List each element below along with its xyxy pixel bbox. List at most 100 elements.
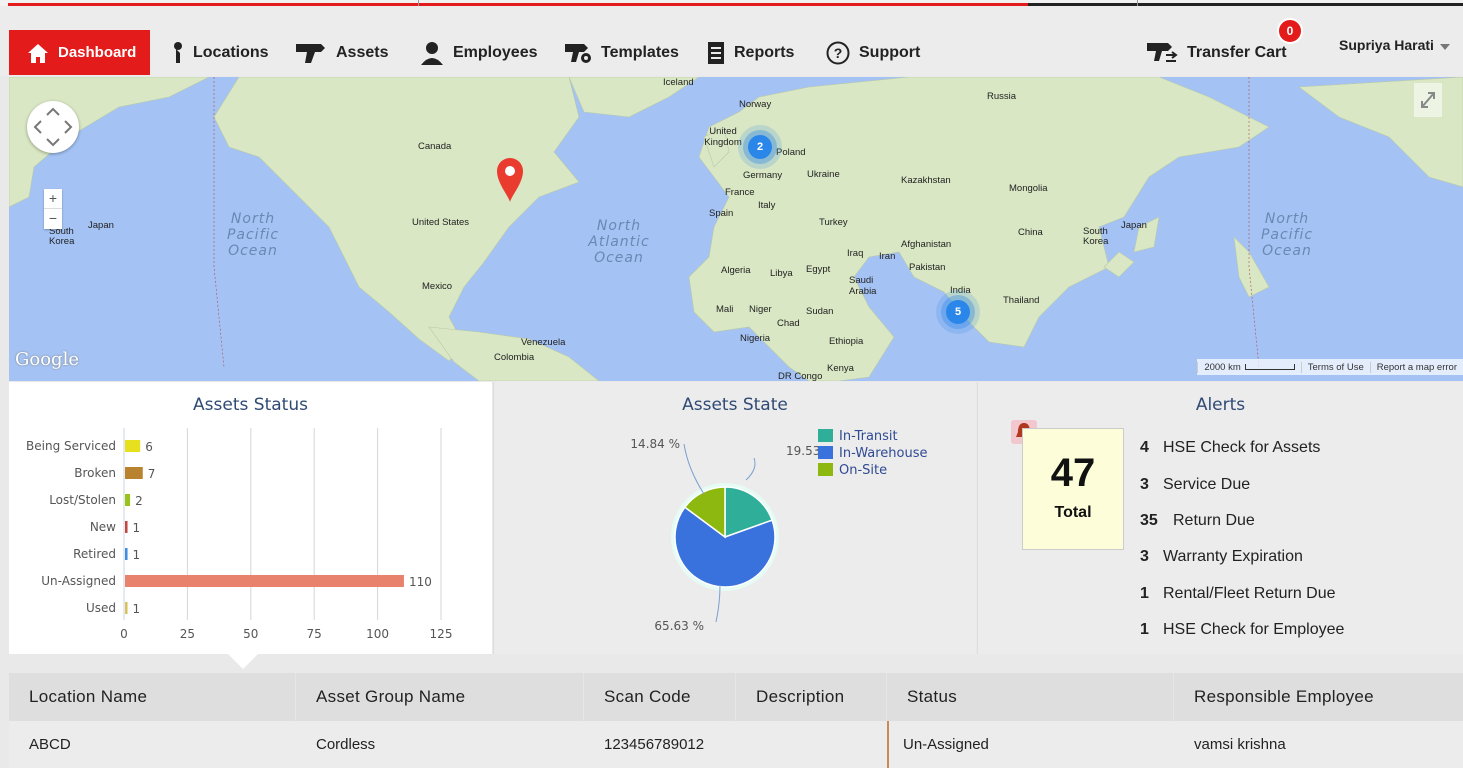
col-location-name[interactable]: Location Name — [9, 673, 296, 721]
assets-status-panel: Assets Status 0 25 50 75 100 125 Being Service… — [9, 382, 492, 654]
col-asset-group-name[interactable]: Asset Group Name — [296, 673, 584, 721]
cell-scan-code: 123456789012 — [604, 736, 705, 753]
table-row[interactable]: ABCD Cordless 123456789012 Un-Assigned v… — [9, 721, 1463, 768]
map-label-italy: Italy — [758, 200, 776, 211]
map-label-mexico: Mexico — [422, 281, 453, 292]
nav-locations[interactable]: Locations — [170, 30, 269, 75]
zoom-out-button[interactable]: − — [44, 208, 62, 228]
map-cluster-europe[interactable]: 2 — [748, 135, 772, 159]
alert-item[interactable]: 3 Warranty Expiration — [1140, 539, 1344, 575]
map-label-ukraine: Ukraine — [807, 169, 840, 180]
alert-count: 1 — [1140, 621, 1149, 639]
map-label-pakistan: Pakistan — [909, 262, 946, 273]
alert-item[interactable]: 35 Return Due — [1140, 503, 1344, 539]
data-label: 7 — [148, 467, 156, 481]
employee-icon — [421, 41, 443, 65]
map-marker-icon[interactable] — [496, 157, 524, 208]
legend-label: On-Site — [839, 463, 887, 478]
col-responsible-employee[interactable]: Responsible Employee — [1194, 687, 1374, 706]
alert-item[interactable]: 4 HSE Check for Assets — [1140, 430, 1344, 466]
alert-count: 35 — [1140, 511, 1158, 529]
help-icon: ? — [826, 41, 850, 64]
map-scale-label: 2000 km — [1204, 361, 1241, 373]
pie-slice — [724, 486, 774, 539]
user-menu[interactable]: Supriya Harati — [1339, 37, 1450, 53]
nav-transfer-cart[interactable]: Transfer Cart — [1146, 30, 1287, 75]
nav-employees[interactable]: Employees — [420, 30, 537, 75]
terms-of-use-link[interactable]: Terms of Use — [1300, 361, 1370, 373]
map-label-mali: Mali — [716, 304, 734, 315]
y-tick-label: New — [90, 520, 116, 534]
alert-count: 3 — [1140, 475, 1149, 493]
legend-swatch — [818, 463, 833, 476]
data-label: 110 — [409, 575, 432, 589]
map-label-chad: Chad — [777, 318, 800, 329]
col-description[interactable]: Description — [736, 673, 887, 721]
legend-swatch — [818, 446, 833, 459]
map-label-thailand: Thailand — [1003, 295, 1040, 306]
y-tick-label: Being Serviced — [26, 439, 116, 453]
alert-item[interactable]: 3 Service Due — [1140, 466, 1344, 502]
map-cluster-india[interactable]: 5 — [946, 300, 970, 324]
alert-label: HSE Check for Employee — [1163, 621, 1345, 639]
col-scan-code[interactable]: Scan Code — [584, 673, 736, 721]
google-logo: Google — [15, 349, 79, 370]
drill-icon — [296, 43, 325, 63]
nav-reports[interactable]: Reports — [707, 30, 794, 75]
nav-support-label: Support — [859, 43, 921, 61]
map-label-uk: United Kingdom — [704, 126, 742, 148]
fullscreen-icon[interactable] — [1414, 83, 1442, 117]
nav-dashboard[interactable]: Dashboard — [9, 30, 150, 75]
cart-count-badge: 0 — [1277, 18, 1303, 44]
assets-status-title: Assets Status — [193, 395, 308, 415]
legend-label: In-Warehouse — [839, 446, 928, 461]
map-zoom-control[interactable]: + − — [44, 189, 62, 229]
map-label-spain: Spain — [709, 208, 734, 219]
nav-assets[interactable]: Assets — [295, 30, 388, 75]
label-connector — [683, 443, 705, 495]
assets-table: Location Name Asset Group Name Scan Code… — [9, 673, 1463, 768]
alert-item[interactable]: 1 Rental/Fleet Return Due — [1140, 576, 1344, 612]
legend-label: In-Transit — [839, 429, 898, 444]
bar — [125, 575, 404, 587]
map-label-india: India — [950, 285, 971, 296]
alert-item[interactable]: 1 HSE Check for Employee — [1140, 612, 1344, 648]
alerts-total-box[interactable]: 47 Total — [1022, 428, 1124, 550]
nav-support[interactable]: ? Support — [826, 30, 920, 75]
assets-state-panel: Assets State 19.53 65.63 % 14.84 % In-Trans… — [493, 382, 976, 654]
map-label-south-korea-left: South Korea — [49, 226, 75, 247]
nav-templates[interactable]: Templates — [564, 30, 679, 75]
map-label-colombia: Colombia — [494, 352, 535, 363]
map-label-afghanistan: Afghanistan — [901, 239, 952, 250]
map-pan-control[interactable] — [27, 101, 79, 153]
transfer-cart-icon — [1147, 42, 1178, 62]
data-label: 2 — [135, 494, 143, 508]
x-tick-label: 100 — [366, 627, 389, 641]
zoom-in-button[interactable]: + — [48, 190, 58, 206]
map-label-saudi-arabia: Saudi Arabia — [849, 275, 877, 297]
cell-asset-group-name: Cordless — [316, 736, 376, 753]
report-map-error-link[interactable]: Report a map error — [1369, 361, 1463, 373]
divider — [418, 0, 419, 6]
templates-icon — [565, 43, 591, 63]
data-label: 65.63 % — [654, 619, 704, 633]
map-label-turkey: Turkey — [819, 217, 848, 228]
map-scale: 2000 km — [1197, 361, 1300, 373]
assets-status-chart: 0 25 50 75 100 125 Being Serviced 6 Broken 7 Lost/… — [26, 428, 452, 641]
cell-status: Un-Assigned — [887, 721, 1174, 768]
nav-employees-label: Employees — [453, 43, 538, 61]
data-label: 1 — [133, 602, 141, 616]
world-map[interactable]: Iceland Norway Russia United Kingdom Pol… — [9, 77, 1463, 381]
bar — [125, 548, 128, 560]
label-connector — [745, 457, 756, 481]
map-label-iceland: Iceland — [663, 77, 694, 88]
map-label-dr-congo: DR Congo — [778, 371, 823, 381]
col-status[interactable]: Status — [887, 673, 1174, 721]
world-map-land — [9, 77, 1463, 381]
map-label-germany: Germany — [743, 170, 783, 181]
map-label-us: United States — [412, 217, 470, 228]
nav-transfer-cart-label: Transfer Cart — [1187, 43, 1287, 61]
scale-bar — [1244, 363, 1295, 370]
alert-label: Service Due — [1163, 475, 1251, 493]
